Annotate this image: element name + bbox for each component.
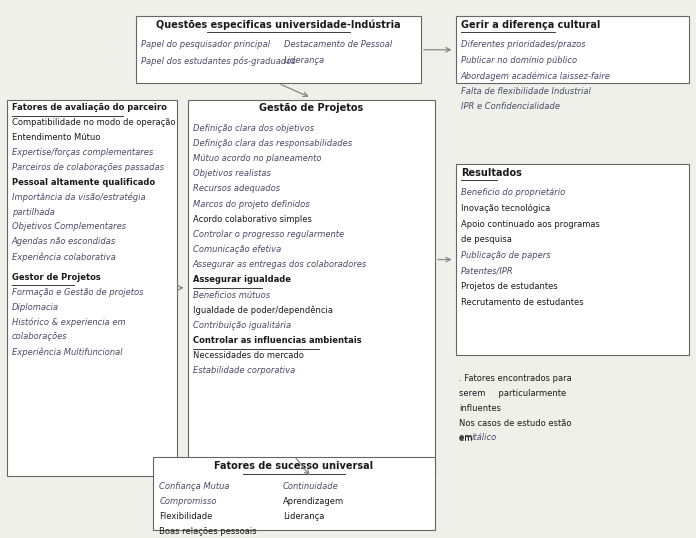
Text: de pesquisa: de pesquisa: [461, 235, 512, 244]
Text: Liderança: Liderança: [283, 512, 324, 521]
Text: em: em: [459, 434, 475, 443]
Text: Expertise/forças complementares: Expertise/forças complementares: [12, 148, 153, 157]
Text: Resultados: Resultados: [461, 168, 521, 178]
Text: em: em: [459, 433, 475, 442]
Text: serem     particularmente: serem particularmente: [459, 389, 567, 398]
Text: itálico: itálico: [472, 433, 497, 442]
Text: Contribuição igualitária: Contribuição igualitária: [193, 321, 291, 330]
Text: Necessidades do mercado: Necessidades do mercado: [193, 351, 303, 360]
Text: Controlar o progresso regularmente: Controlar o progresso regularmente: [193, 230, 344, 239]
Text: Comunicação efetiva: Comunicação efetiva: [193, 245, 281, 254]
Text: influentes: influentes: [459, 404, 501, 413]
Bar: [188, 100, 435, 476]
Text: Acordo colaborativo simples: Acordo colaborativo simples: [193, 215, 312, 224]
Text: colaborações: colaborações: [12, 332, 68, 341]
Bar: [7, 100, 177, 476]
Text: Destacamento de Pessoal: Destacamento de Pessoal: [284, 40, 393, 49]
Text: Diferentes prioridades/prazos: Diferentes prioridades/prazos: [461, 40, 585, 49]
Text: Fatores de sucesso universal: Fatores de sucesso universal: [214, 461, 374, 471]
Text: Objetivos Complementares: Objetivos Complementares: [12, 222, 126, 231]
Text: Projetos de estudantes: Projetos de estudantes: [461, 282, 557, 291]
Text: partilhada: partilhada: [12, 208, 55, 217]
Text: Experiência Multifuncional: Experiência Multifuncional: [12, 347, 122, 357]
Text: Gestão de Projetos: Gestão de Projetos: [260, 103, 363, 114]
Bar: [136, 16, 421, 83]
Text: Papel do pesquisador principal: Papel do pesquisador principal: [141, 40, 271, 49]
Text: Pessoal altamente qualificado: Pessoal altamente qualificado: [12, 178, 155, 187]
Text: Abordagem académica laissez-faire: Abordagem académica laissez-faire: [461, 72, 611, 81]
Text: Questões especificas universidade-Indústria: Questões especificas universidade-Indúst…: [156, 20, 401, 31]
Text: Controlar as influencias ambientais: Controlar as influencias ambientais: [193, 336, 361, 345]
Text: Nos casos de estudo estão: Nos casos de estudo estão: [459, 419, 572, 428]
Text: Confiança Mutua: Confiança Mutua: [159, 482, 230, 491]
Text: Beneficios mútuos: Beneficios mútuos: [193, 291, 270, 300]
Text: Inovação tecnológica: Inovação tecnológica: [461, 204, 550, 214]
Bar: [456, 16, 689, 83]
Text: Compromisso: Compromisso: [159, 497, 217, 506]
Text: Liderança: Liderança: [284, 56, 325, 66]
Text: Beneficio do proprietário: Beneficio do proprietário: [461, 188, 565, 197]
Text: Estabilidade corporativa: Estabilidade corporativa: [193, 366, 295, 376]
Text: Experiência colaborativa: Experiência colaborativa: [12, 252, 116, 261]
Text: Igualdade de poder/dependência: Igualdade de poder/dependência: [193, 306, 333, 315]
Text: Recursos adequados: Recursos adequados: [193, 185, 280, 194]
Text: Importância da visão/estratégia: Importância da visão/estratégia: [12, 193, 145, 202]
Text: Assegurar igualdade: Assegurar igualdade: [193, 275, 291, 285]
Text: Recrutamento de estudantes: Recrutamento de estudantes: [461, 298, 583, 307]
Text: IPR e Confidencialidade: IPR e Confidencialidade: [461, 102, 560, 111]
Text: Publicação de papers: Publicação de papers: [461, 251, 551, 260]
Text: Parceiros de colaborações passadas: Parceiros de colaborações passadas: [12, 163, 164, 172]
Text: Compatibilidade no modo de operação: Compatibilidade no modo de operação: [12, 118, 175, 128]
Text: Definição clara das responsabilidades: Definição clara das responsabilidades: [193, 139, 352, 148]
Text: Flexibilidade: Flexibilidade: [159, 512, 213, 521]
Text: Papel dos estudantes pós-graduados: Papel dos estudantes pós-graduados: [141, 56, 296, 66]
Text: Marcos do projeto definidos: Marcos do projeto definidos: [193, 200, 310, 209]
Text: Histórico & experiencia em: Histórico & experiencia em: [12, 317, 125, 327]
Text: Mútuo acordo no planeamento: Mútuo acordo no planeamento: [193, 154, 322, 163]
Text: Patentes/IPR: Patentes/IPR: [461, 267, 514, 275]
Text: Formação e Gestão de projetos: Formação e Gestão de projetos: [12, 288, 143, 297]
Text: Objetivos realistas: Objetivos realistas: [193, 169, 271, 178]
Text: Fatores de avaliação do parceiro: Fatores de avaliação do parceiro: [12, 103, 167, 112]
Bar: [456, 164, 689, 355]
Text: Publicar no domínio público: Publicar no domínio público: [461, 56, 577, 65]
Text: Agendas não escondidas: Agendas não escondidas: [12, 237, 116, 246]
Text: Continuidade: Continuidade: [283, 482, 338, 491]
Text: Boas relações pessoais: Boas relações pessoais: [159, 527, 257, 535]
Text: Aprendizagem: Aprendizagem: [283, 497, 344, 506]
Text: Falta de flexibilidade Industrial: Falta de flexibilidade Industrial: [461, 87, 591, 96]
Text: Gestor de Projetos: Gestor de Projetos: [12, 273, 101, 281]
Text: Apoio continuado aos programas: Apoio continuado aos programas: [461, 220, 600, 229]
Text: Assegurar as entregas dos colaboradores: Assegurar as entregas dos colaboradores: [193, 260, 367, 270]
Bar: [153, 457, 435, 530]
Text: Diplomacia: Diplomacia: [12, 302, 59, 312]
Text: Definição clara dos objetivos: Definição clara dos objetivos: [193, 124, 314, 133]
Text: Entendimento Mútuo: Entendimento Mútuo: [12, 133, 100, 143]
Text: . Fatores encontrados para: . Fatores encontrados para: [459, 374, 572, 383]
Text: Gerir a diferença cultural: Gerir a diferença cultural: [461, 20, 600, 30]
